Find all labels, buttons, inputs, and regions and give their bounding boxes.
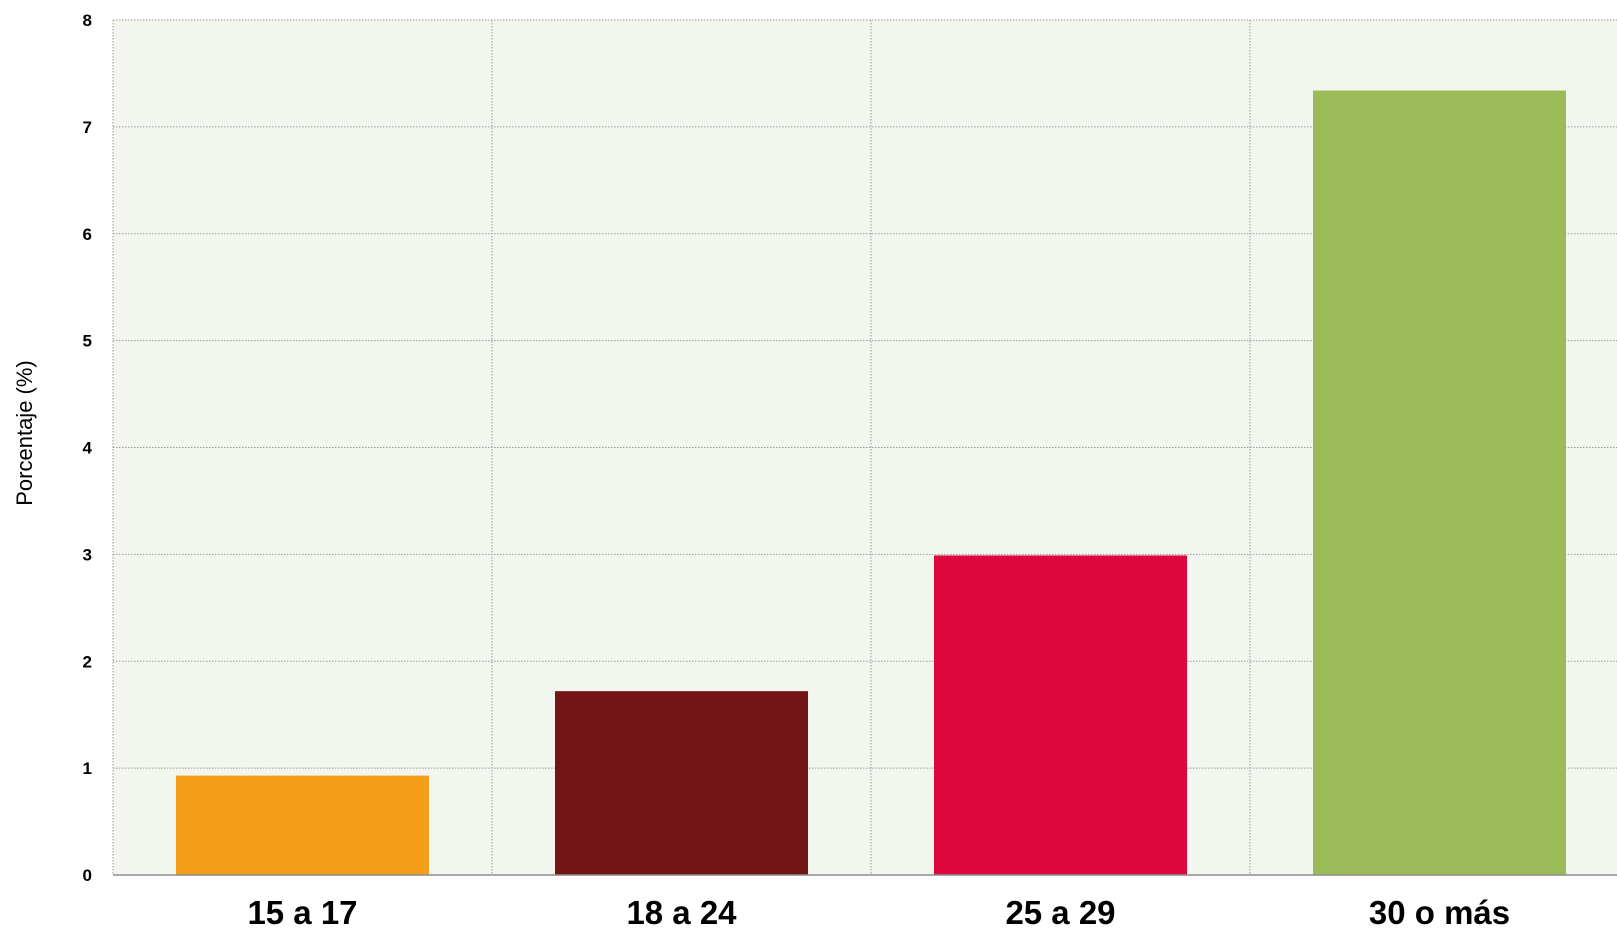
y-tick-label: 0 (83, 866, 92, 885)
x-category-label: 30 o más (1369, 894, 1510, 931)
bar-3 (934, 555, 1187, 875)
bar-4 (1313, 90, 1566, 876)
y-tick-label: 3 (83, 545, 92, 564)
y-tick-label: 7 (83, 118, 92, 137)
y-tick-labels: 0 1 2 3 4 5 6 7 8 (83, 11, 93, 885)
bar-1 (176, 775, 429, 875)
y-tick-label: 1 (83, 759, 92, 778)
x-tick-labels: 15 a 17 18 a 24 25 a 29 30 o más (247, 894, 1510, 931)
x-category-label: 15 a 17 (247, 894, 357, 931)
bar-2 (555, 691, 808, 875)
x-category-label: 25 a 29 (1005, 894, 1115, 931)
y-tick-label: 4 (83, 439, 93, 458)
y-tick-label: 5 (83, 332, 92, 351)
y-tick-label: 6 (83, 225, 92, 244)
gridlines (112, 19, 1617, 875)
x-category-label: 18 a 24 (626, 894, 737, 931)
bars (176, 90, 1566, 876)
y-tick-label: 2 (83, 652, 92, 671)
y-axis-title: Porcentaje (%) (12, 360, 37, 506)
y-tick-label: 8 (83, 11, 92, 30)
